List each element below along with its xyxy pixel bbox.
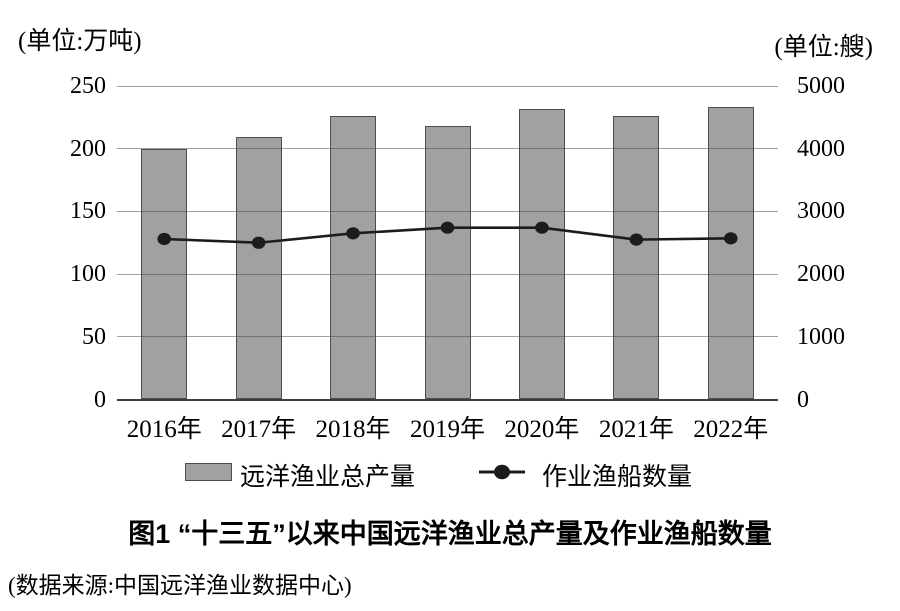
y-axis-tick-left: 200	[70, 135, 106, 162]
bar-swatch-icon	[185, 463, 232, 481]
y-axis-tick-right: 4000	[797, 135, 845, 162]
bar-2018年	[330, 116, 377, 400]
bar-2017年	[235, 137, 282, 400]
left-axis-unit-label: (单位:万吨)	[18, 28, 142, 55]
bar-2021年	[613, 116, 660, 400]
x-axis-label: 2022年	[693, 416, 769, 443]
figure-title: 图1 “十三五”以来中国远洋渔业总产量及作业渔船数量	[128, 519, 772, 549]
gridline	[117, 273, 778, 275]
y-axis-tick-right: 0	[797, 386, 809, 413]
legend-bar-label: 远洋渔业总产量	[240, 464, 416, 491]
line-marker-icon	[479, 464, 525, 485]
y-axis-tick-right: 5000	[797, 73, 845, 99]
legend: 远洋渔业总产量 作业渔船数量	[0, 455, 900, 491]
y-axis-tick-right: 2000	[797, 261, 845, 288]
y-axis-tick-left: 0	[94, 386, 106, 413]
x-axis-label: 2021年	[598, 416, 674, 443]
figure-source: (数据来源:中国远洋渔业数据中心)	[8, 573, 352, 598]
gridline	[117, 210, 778, 212]
bar-2022年	[707, 107, 754, 400]
y-axis-tick-left: 150	[70, 198, 106, 225]
bar-2019年	[424, 126, 471, 400]
right-axis-unit-label: (单位:艘)	[774, 34, 873, 61]
x-axis-baseline	[117, 398, 778, 401]
y-axis-tick-left: 50	[82, 323, 106, 350]
y-axis-tick-right: 1000	[797, 323, 845, 350]
x-axis-label: 2019年	[409, 416, 485, 443]
x-axis-label: 2016年	[126, 416, 202, 443]
x-axis-label: 2020年	[504, 416, 580, 443]
gridline	[117, 148, 778, 150]
bar-2020年	[518, 108, 565, 400]
legend-line-label: 作业渔船数量	[542, 464, 693, 491]
y-axis-tick-right: 3000	[797, 198, 845, 225]
y-axis-tick-left: 100	[70, 261, 106, 288]
x-axis-label: 2018年	[315, 416, 391, 443]
y-axis-tick-left: 250	[70, 73, 106, 99]
gridline	[117, 336, 778, 338]
gridline	[117, 85, 778, 87]
x-axis-label: 2017年	[221, 416, 297, 443]
